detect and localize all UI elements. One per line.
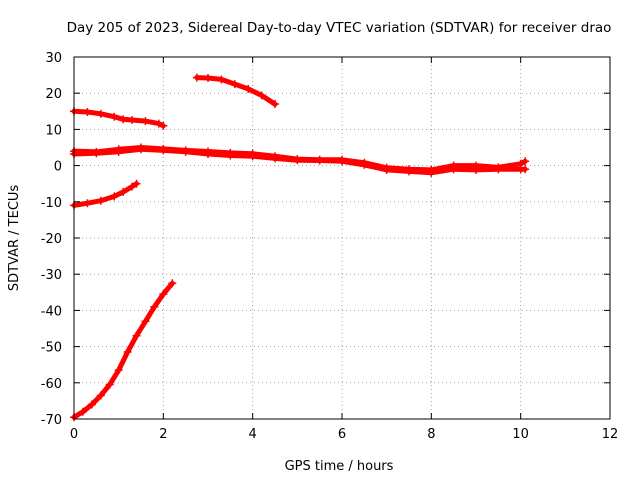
series-arc-f (70, 143, 530, 174)
data-point (472, 161, 480, 170)
data-point (271, 100, 279, 109)
x-axis-label: GPS time / hours (285, 459, 394, 474)
data-point (521, 157, 530, 166)
data-point (110, 112, 119, 121)
data-point (159, 121, 168, 130)
data-point (78, 407, 87, 416)
data-point (338, 155, 346, 164)
data-series (70, 73, 530, 422)
data-point (271, 152, 279, 161)
x-tick-label: 6 (338, 427, 346, 442)
y-tick-label: 20 (45, 87, 62, 102)
data-point (132, 331, 141, 340)
data-point (516, 159, 525, 168)
data-point (360, 158, 369, 167)
data-point (150, 302, 159, 311)
x-tick-label: 4 (249, 427, 257, 442)
data-point (315, 155, 324, 164)
series-line (71, 280, 175, 420)
data-point (105, 380, 114, 389)
x-tick-label: 0 (70, 427, 78, 442)
data-point (382, 163, 391, 172)
y-tick-label: -40 (41, 304, 62, 319)
data-point (204, 73, 212, 82)
x-tick-label: 10 (512, 427, 529, 442)
data-point (226, 148, 235, 157)
data-point (114, 366, 123, 375)
y-tick-label: -30 (41, 268, 62, 283)
data-point (181, 146, 190, 155)
data-point (217, 75, 226, 84)
data-point (110, 192, 119, 201)
y-tick-label: -10 (41, 196, 62, 211)
series-arc-d (70, 279, 177, 422)
data-point (141, 317, 150, 326)
data-point (83, 108, 92, 117)
data-point (123, 348, 132, 357)
grid (74, 57, 610, 419)
data-point (137, 143, 145, 152)
data-point (449, 161, 458, 170)
data-point (159, 290, 168, 299)
data-point (96, 391, 105, 400)
data-point (192, 73, 201, 82)
data-point (141, 117, 150, 126)
data-point (119, 115, 128, 124)
x-tick-label: 8 (427, 427, 435, 442)
x-tick-label: 2 (159, 427, 167, 442)
data-point (119, 188, 128, 197)
y-tick-label: -60 (41, 377, 62, 392)
data-point (168, 279, 177, 288)
y-tick-label: 30 (45, 51, 62, 66)
data-point (154, 119, 163, 128)
y-tick-label: 10 (45, 123, 62, 138)
data-point (128, 182, 137, 191)
y-tick-label: 0 (54, 160, 62, 175)
data-point (244, 84, 253, 93)
y-axis-label: SDTVAR / TECUs (7, 185, 22, 292)
data-point (204, 147, 212, 156)
chart-title: Day 205 of 2023, Sidereal Day-to-day VTE… (67, 20, 612, 36)
series-arc-b (192, 73, 279, 109)
axis-ticks: 0 2 4 6 8 10 12 30 20 10 0 -10 -20 -30 -40 -50 -60 -70 (41, 51, 619, 442)
series-arc-a (70, 107, 168, 130)
data-point (159, 144, 168, 153)
data-point (96, 109, 105, 118)
data-point (248, 149, 257, 158)
data-point (230, 80, 239, 89)
series-arc-c (70, 179, 141, 210)
y-tick-label: -70 (41, 413, 62, 428)
y-tick-label: -20 (41, 232, 62, 247)
data-point (257, 91, 266, 100)
data-point (114, 145, 123, 154)
data-point (87, 400, 96, 409)
data-point (83, 199, 92, 208)
data-point (494, 163, 503, 172)
series-line (71, 145, 528, 173)
x-tick-label: 12 (602, 427, 619, 442)
y-tick-label: -50 (41, 341, 62, 356)
data-point (405, 165, 413, 174)
data-point (96, 196, 105, 205)
data-point (427, 165, 436, 174)
data-point (293, 155, 302, 164)
data-point (92, 147, 101, 156)
data-point (521, 165, 530, 174)
data-point (132, 179, 141, 188)
data-point (128, 115, 137, 124)
